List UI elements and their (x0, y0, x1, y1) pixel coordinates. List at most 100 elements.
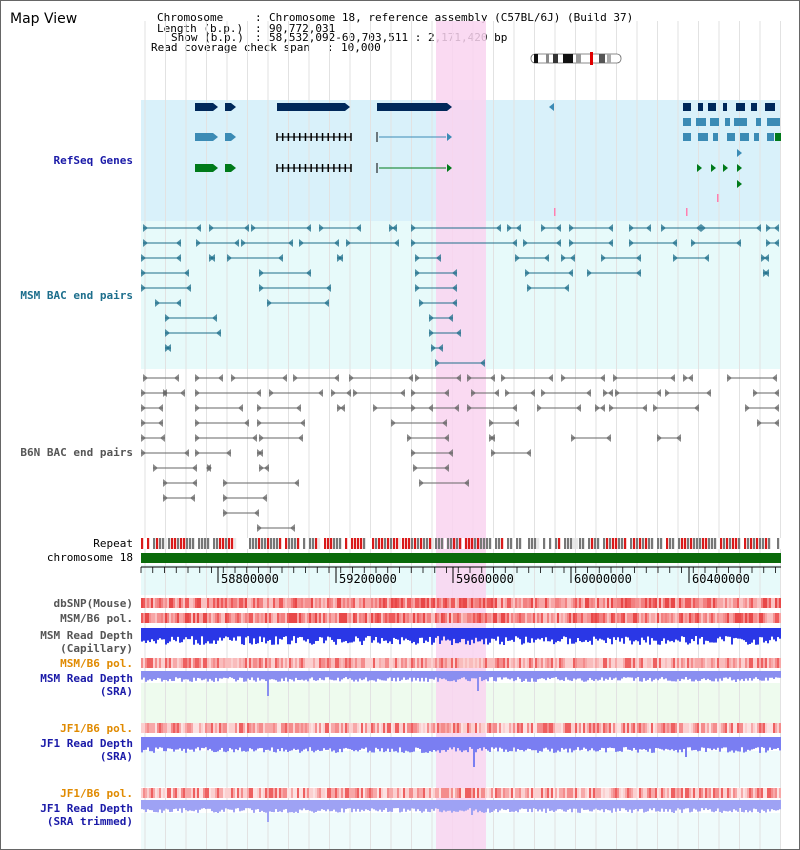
track-label-chromosome[interactable]: chromosome 18 (46, 551, 133, 564)
msm-b6-pol2-cell (335, 658, 337, 668)
dbsnp-cell (383, 598, 385, 608)
msm-depth-cap-bar (259, 628, 261, 637)
msm-b6-pol2-cell (283, 658, 285, 668)
track-label-jf1-b6-pol-2[interactable]: JF1/B6 pol. (60, 787, 133, 800)
jf1-depth-trim-bar (221, 800, 223, 810)
msm-b6-pol-cell (331, 613, 333, 623)
msm-b6-pol2-cell (173, 658, 175, 668)
msm-b6-pol-cell (507, 613, 509, 623)
msm-bac-pair-end (184, 269, 189, 277)
msm-b6-pol-cell (459, 613, 461, 623)
dbsnp-cell (421, 598, 423, 608)
msm-b6-pol2-cell (773, 658, 775, 668)
msm-depth-sra-bar (361, 671, 363, 681)
b6n-bac-pair-end (600, 404, 605, 412)
msm-depth-cap-bar (379, 628, 381, 644)
jf1-b6-pol-cell (327, 723, 329, 733)
jf1-b6-pol2-cell (169, 788, 171, 798)
jf1-depth-trim-bar (595, 800, 597, 809)
jf1-b6-pol-cell (593, 723, 595, 733)
track-label-jf1-b6-pol[interactable]: JF1/B6 pol. (60, 722, 133, 735)
jf1-depth-sra-bar (219, 737, 221, 750)
msm-bac-pair-end (646, 224, 651, 232)
jf1-depth-trim-bar (257, 800, 259, 810)
msm-b6-pol2-cell (405, 658, 407, 668)
msm-b6-pol-cell (517, 613, 519, 623)
msm-depth-cap-bar (691, 628, 693, 640)
jf1-b6-pol-cell (725, 723, 727, 733)
jf1-depth-trim-bar (225, 800, 227, 809)
jf1-b6-pol-cell (649, 723, 651, 733)
jf1-depth-trim-line2: (SRA trimmed) (46, 815, 133, 828)
jf1-depth-sra-bar (771, 737, 773, 750)
jf1-depth-trim-bar (387, 800, 389, 813)
msm-b6-pol-cell (739, 613, 741, 623)
jf1-depth-trim-bar (157, 800, 159, 813)
msm-depth-sra-bar (159, 671, 161, 679)
msm-b6-pol-cell (525, 613, 527, 623)
dbsnp-cell (323, 598, 325, 608)
b6n-bac-pair-end (391, 419, 396, 427)
jf1-b6-pol-cell (547, 723, 549, 733)
msm-depth-cap-bar (345, 628, 347, 642)
jf1-depth-sra-bar (269, 737, 271, 751)
msm-b6-pol-cell (375, 613, 377, 623)
msm-b6-pol2-cell (485, 658, 487, 668)
jf1-depth-sra-bar (653, 737, 655, 753)
jf1-b6-pol-cell (497, 723, 499, 733)
track-label-msm-depth-capillary[interactable]: MSM Read Depth (Capillary) (40, 629, 133, 655)
msm-depth-cap-bar (221, 628, 223, 641)
jf1-depth-trim-bar (487, 800, 489, 809)
jf1-b6-pol2-cell (243, 788, 245, 798)
msm-b6-pol2-cell (735, 658, 737, 668)
msm-depth-sra-bar (247, 671, 249, 679)
track-label-b6n-bac[interactable]: B6N BAC end pairs (20, 446, 133, 459)
jf1-depth-trim-bar (317, 800, 319, 811)
track-label-msm-depth-sra[interactable]: MSM Read Depth (SRA) (40, 672, 133, 698)
track-label-repeat[interactable]: Repeat (93, 537, 133, 550)
track-label-msm-b6-pol-2[interactable]: MSM/B6 pol. (60, 657, 133, 670)
msm-b6-pol2-cell (769, 658, 771, 668)
jf1-b6-pol-cell (729, 723, 731, 733)
track-label-msm-b6-pol[interactable]: MSM/B6 pol. (60, 612, 133, 625)
repeat-element (606, 538, 609, 549)
b6n-bac-pair-end (586, 389, 591, 397)
msm-bac-pair-end (411, 239, 416, 247)
b6n-bac-pair-end (254, 509, 259, 517)
jf1-depth-sra-bar (175, 737, 177, 750)
dbsnp-cell (321, 598, 323, 608)
b6n-bac-pair-end (163, 494, 168, 502)
track-label-jf1-depth-sra[interactable]: JF1 Read Depth (SRA) (40, 737, 133, 763)
msm-depth-sra-bar (707, 671, 709, 679)
gene-block (377, 103, 447, 111)
jf1-b6-pol2-cell (655, 788, 657, 798)
jf1-depth-trim-bar (551, 800, 553, 811)
msm-b6-pol-cell (493, 613, 495, 623)
msm-depth-cap-bar (421, 628, 423, 638)
jf1-b6-pol-cell (723, 723, 725, 733)
jf1-depth-sra-bar (475, 737, 477, 753)
msm-depth-cap-bar (213, 628, 215, 641)
msm-b6-pol-cell (321, 613, 323, 623)
jf1-b6-pol2-cell (505, 788, 507, 798)
track-label-jf1-depth-trimmed[interactable]: JF1 Read Depth (SRA trimmed) (40, 802, 133, 828)
track-label-msm-bac[interactable]: MSM BAC end pairs (20, 289, 133, 302)
gene-arrow (697, 164, 702, 172)
jf1-b6-pol2-cell (525, 788, 527, 798)
jf1-depth-trim-bar (719, 800, 721, 812)
msm-b6-pol-cell (197, 613, 199, 623)
jf1-b6-pol-cell (659, 723, 661, 733)
track-label-dbsnp[interactable]: dbSNP(Mouse) (53, 597, 133, 610)
jf1-depth-trim-bar-spike (267, 800, 269, 822)
repeat-element (675, 538, 678, 549)
msm-bac-pair-end (212, 314, 217, 322)
msm-depth-cap-bar (281, 628, 283, 640)
repeat-element (198, 538, 201, 549)
msm-depth-sra-bar (727, 671, 729, 679)
msm-b6-pol-cell (637, 613, 639, 623)
track-label-refseq[interactable]: RefSeq Genes (53, 154, 133, 167)
msm-depth-cap-bar (611, 628, 613, 645)
jf1-depth-trim-bar (467, 800, 469, 810)
msm-depth-cap-bar (377, 628, 379, 643)
